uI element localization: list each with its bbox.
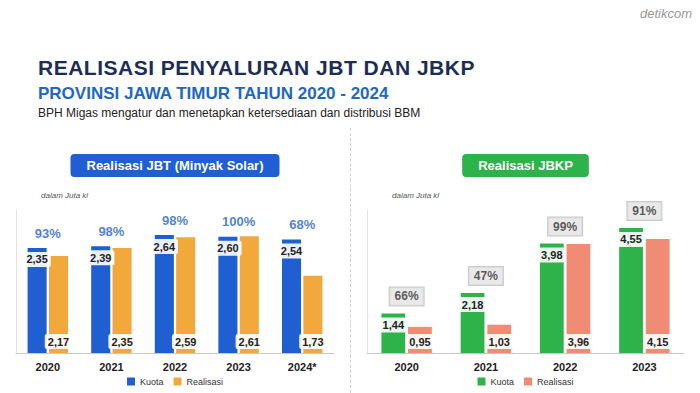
svg-text:2024*: 2024*: [288, 361, 317, 373]
svg-text:66%: 66%: [395, 289, 419, 303]
svg-text:Kuota: Kuota: [140, 377, 164, 387]
svg-text:93%: 93%: [35, 226, 61, 241]
svg-text:4,55: 4,55: [620, 233, 641, 245]
svg-text:2023: 2023: [632, 361, 656, 373]
svg-text:Kuota: Kuota: [490, 377, 514, 387]
svg-text:3,96: 3,96: [568, 336, 589, 348]
svg-text:2,17: 2,17: [48, 336, 69, 348]
html-text:REALISASI PENYALURAN JBT DAN J: REALISASI PENYALURAN JBT DAN JBKP: [38, 56, 475, 79]
svg-text:47%: 47%: [474, 269, 498, 283]
svg-text:2,18: 2,18: [462, 299, 483, 311]
svg-text:Realisasi: Realisasi: [537, 377, 574, 387]
svg-text:99%: 99%: [553, 220, 577, 234]
svg-text:dalam Juta kl: dalam Juta kl: [41, 191, 88, 200]
svg-text:2,54: 2,54: [281, 245, 303, 257]
svg-text:Realisasi JBKP: Realisasi JBKP: [478, 158, 573, 173]
html-text:BPH Migas mengatur dan menetap: BPH Migas mengatur dan menetapkan keters…: [38, 106, 421, 120]
html-text:detikcom: detikcom: [640, 6, 692, 21]
svg-text:3,98: 3,98: [541, 249, 562, 261]
html-text:PROVINSI JAWA TIMUR TAHUN 2020: PROVINSI JAWA TIMUR TAHUN 2020 - 2024: [38, 84, 389, 103]
svg-text:2,64: 2,64: [154, 241, 176, 253]
svg-text:2,39: 2,39: [90, 252, 111, 264]
svg-text:1,73: 1,73: [302, 336, 323, 348]
svg-text:2023: 2023: [226, 361, 250, 373]
svg-text:2021: 2021: [474, 361, 498, 373]
svg-text:1,44: 1,44: [383, 319, 405, 331]
svg-text:2020: 2020: [36, 361, 60, 373]
svg-text:2,61: 2,61: [239, 336, 260, 348]
svg-text:2022: 2022: [553, 361, 577, 373]
svg-text:4,15: 4,15: [647, 336, 668, 348]
svg-text:91%: 91%: [632, 204, 656, 218]
svg-text:2021: 2021: [99, 361, 123, 373]
svg-text:98%: 98%: [162, 213, 188, 228]
svg-text:2022: 2022: [163, 361, 187, 373]
svg-text:2,59: 2,59: [175, 336, 196, 348]
svg-text:2,35: 2,35: [111, 336, 132, 348]
svg-text:0,95: 0,95: [409, 336, 430, 348]
svg-text:98%: 98%: [98, 224, 124, 239]
svg-text:2020: 2020: [394, 361, 418, 373]
svg-text:Realisasi: Realisasi: [187, 377, 224, 387]
svg-text:100%: 100%: [222, 214, 256, 229]
svg-text:2,60: 2,60: [217, 242, 238, 254]
svg-text:2,35: 2,35: [26, 253, 47, 265]
svg-text:1,03: 1,03: [488, 336, 509, 348]
svg-text:68%: 68%: [289, 217, 315, 232]
svg-text:dalam Juta kl: dalam Juta kl: [392, 191, 439, 200]
svg-text:Realisasi JBT (Minyak Solar): Realisasi JBT (Minyak Solar): [86, 158, 263, 173]
